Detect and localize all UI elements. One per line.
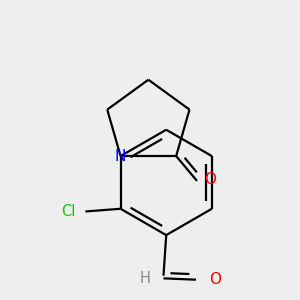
Text: Cl: Cl: [61, 204, 76, 219]
Text: N: N: [115, 148, 126, 164]
Text: O: O: [205, 172, 217, 187]
Text: O: O: [209, 272, 221, 287]
Text: H: H: [139, 271, 150, 286]
